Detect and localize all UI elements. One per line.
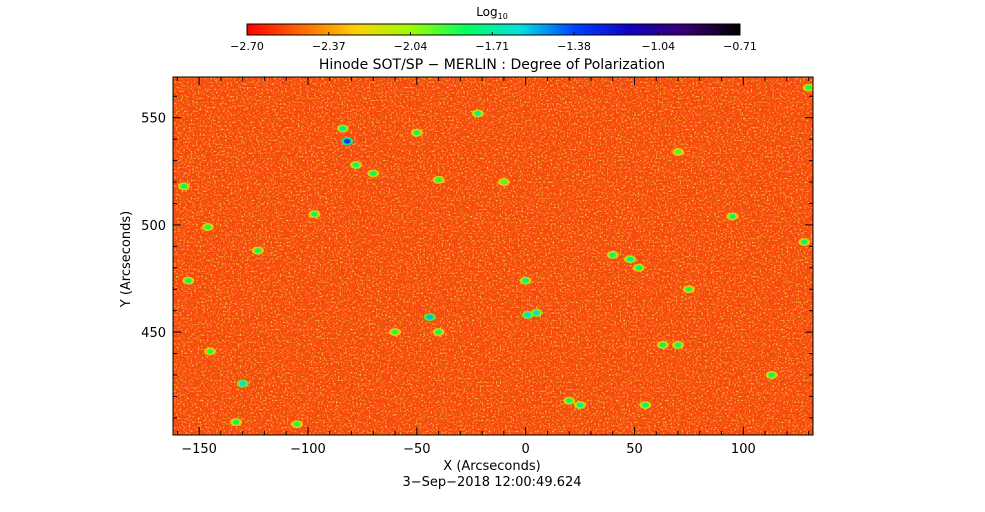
feature-point [685, 286, 693, 292]
feature-point [533, 310, 540, 316]
x-tick-label: 100 [731, 442, 756, 457]
feature-point [339, 126, 346, 131]
x-tick-label: 50 [626, 442, 643, 457]
feature-point [435, 177, 442, 183]
feature-point [206, 348, 214, 354]
feature-point [565, 398, 573, 404]
feature-point [343, 138, 351, 144]
y-tick-label: 450 [141, 326, 166, 341]
colorbar-ticks: −2.70 −2.37 −2.04 −1.71 −1.38 −1.04 −0.71 [230, 32, 757, 53]
colorbar-tick-label: −2.70 [230, 40, 264, 53]
feature-point [413, 130, 421, 136]
feature-point [500, 179, 508, 185]
colorbar-tick-label: −2.37 [312, 40, 346, 53]
polarization-field [173, 77, 813, 435]
feature-point [204, 224, 212, 230]
plot-frame [172, 76, 814, 436]
feature-point [674, 342, 682, 348]
feature-point [435, 329, 442, 335]
feature-point [801, 239, 808, 245]
feature-point [232, 419, 240, 425]
feature-point [642, 402, 649, 408]
colorbar-tick-label: −1.38 [557, 40, 591, 53]
colorbar [246, 23, 741, 36]
x-axis-label: X (Arcseconds) [443, 459, 540, 474]
x-tick-label: −50 [403, 442, 430, 457]
x-axis-ticks: −150 −100 −50 0 50 100 [176, 77, 810, 457]
plot-area [173, 77, 813, 435]
feature-point [426, 314, 434, 320]
chart-title: Hinode SOT/SP − MERLIN : Degree of Polar… [319, 57, 665, 73]
feature-point [524, 312, 532, 318]
feature-point [370, 171, 377, 176]
x-tick-label: −150 [181, 442, 217, 457]
feature-point [352, 162, 360, 168]
colorbar-tick-label: −0.71 [723, 40, 757, 53]
feature-point [674, 149, 682, 155]
x-tick-label: −100 [290, 442, 326, 457]
colorbar-label: Log10 [476, 5, 508, 21]
timestamp: 3−Sep−2018 12:00:49.624 [402, 475, 581, 490]
feature-layer [177, 83, 813, 429]
feature-point [626, 256, 634, 262]
feature-point [239, 381, 246, 386]
colorbar-tick-label: −1.04 [641, 40, 675, 53]
x-tick-label: 0 [522, 442, 530, 457]
feature-point [180, 183, 188, 189]
feature-point [391, 329, 399, 335]
feature-point [311, 211, 318, 217]
feature-point [635, 265, 643, 271]
feature-point [474, 111, 481, 116]
feature-point [729, 213, 736, 219]
colorbar-tick-label: −1.71 [475, 40, 509, 53]
feature-point [576, 402, 584, 408]
feature-point [768, 372, 775, 378]
feature-point [185, 278, 192, 284]
feature-point [609, 252, 616, 258]
y-tick-label: 500 [141, 219, 166, 234]
feature-point [522, 278, 529, 284]
feature-point [293, 421, 301, 427]
y-tick-label: 550 [141, 112, 166, 127]
colorbar-tick-label: −2.04 [394, 40, 428, 53]
feature-point [254, 248, 262, 254]
feature-point [659, 342, 666, 348]
y-axis-ticks: 450 500 550 [141, 95, 813, 419]
y-axis-label: Y (Arcseconds) [119, 211, 134, 308]
feature-point [805, 85, 812, 91]
